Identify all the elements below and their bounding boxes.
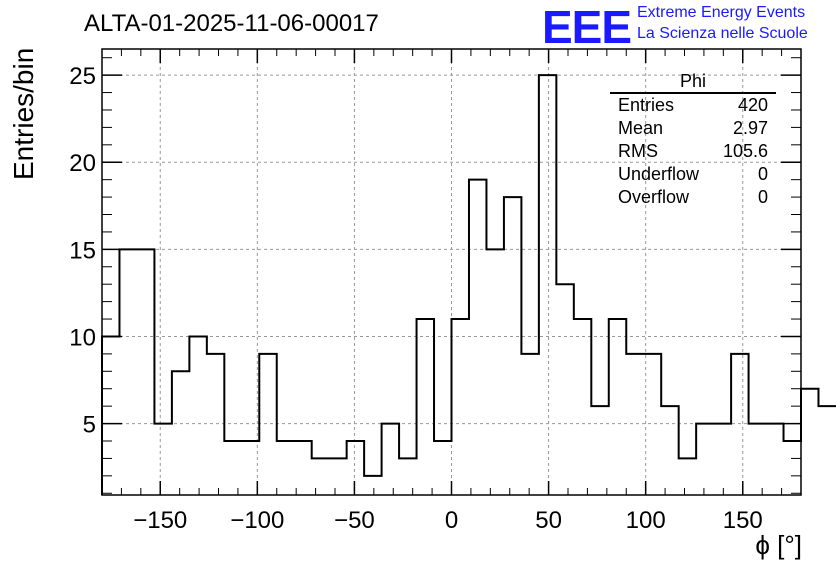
- stats-label: Underflow: [618, 164, 700, 184]
- histogram-bin: [312, 458, 329, 495]
- histogram-bin: [434, 441, 451, 495]
- histogram-bin: [364, 476, 381, 495]
- histogram-bin: [329, 458, 346, 495]
- histogram-bin: [679, 458, 696, 495]
- histogram-bin: [259, 354, 276, 495]
- histogram-bins: [101, 74, 836, 495]
- histogram-bin: [784, 441, 801, 495]
- histogram-bin: [556, 284, 573, 495]
- histogram-bin: [102, 336, 119, 495]
- histogram-bin: [452, 319, 469, 495]
- histogram-bin: [731, 354, 748, 495]
- histogram-bin: [801, 389, 818, 495]
- chart-title: ALTA-01-2025-11-06-00017: [84, 10, 379, 37]
- logo-line-2: La Scienza nelle Scuole: [637, 25, 808, 42]
- histogram-bin: [399, 458, 416, 495]
- stats-label: RMS: [618, 141, 658, 161]
- x-tick-label: 50: [535, 507, 562, 534]
- stats-row-entries: Entries 420: [610, 94, 776, 117]
- histogram-outline: [101, 74, 836, 495]
- stats-value: 0: [757, 187, 768, 207]
- eee-logo: EEE: [542, 1, 632, 53]
- histogram-bin: [504, 197, 521, 495]
- y-tick-label: 25: [69, 63, 96, 90]
- x-axis-label: ϕ [°]: [755, 530, 802, 560]
- stats-row-mean: Mean 2.97: [610, 117, 776, 140]
- histogram-bin: [626, 354, 643, 495]
- histogram-bin: [137, 249, 154, 495]
- y-tick-label: 10: [69, 324, 96, 351]
- histogram-bin: [172, 371, 189, 495]
- x-tick-label: 0: [445, 507, 458, 534]
- stats-row-overflow: Overflow 0: [610, 186, 776, 209]
- stats-value: 0: [757, 164, 768, 184]
- histogram-bin: [591, 406, 608, 495]
- stats-value: 2.97: [732, 118, 768, 138]
- stats-label: Mean: [618, 118, 664, 138]
- histogram-bin: [818, 406, 835, 495]
- histogram-bin: [714, 424, 731, 495]
- y-axis-label: Entries/bin: [8, 47, 39, 180]
- histogram-bin: [417, 319, 434, 495]
- histogram-bin: [749, 424, 766, 495]
- y-tick-label: 20: [69, 150, 96, 177]
- logo-line-1: Extreme Energy Events: [637, 4, 806, 21]
- histogram-bin: [661, 406, 678, 495]
- histogram-bin: [696, 424, 713, 495]
- histogram-bin: [119, 249, 136, 495]
- histogram-bin: [539, 75, 556, 495]
- histogram-bin: [224, 441, 241, 495]
- x-tick-label: −50: [334, 507, 375, 534]
- stats-title: Phi: [610, 70, 776, 94]
- stats-label: Entries: [618, 95, 675, 115]
- histogram-bin: [609, 319, 626, 495]
- x-tick-label: 100: [626, 507, 666, 534]
- histogram-bin: [574, 319, 591, 495]
- histogram-bin: [469, 180, 486, 495]
- histogram-bin: [644, 354, 661, 495]
- stats-box: Phi Entries 420 Mean 2.97 RMS 105.6 Underflow 0…: [610, 70, 776, 209]
- x-tick-label: −150: [133, 507, 187, 534]
- histogram-bin: [766, 424, 783, 495]
- y-tick-label: 15: [69, 237, 96, 264]
- histogram-bin: [486, 249, 503, 495]
- histogram-bin: [294, 441, 311, 495]
- x-tick-label: 150: [723, 507, 763, 534]
- stats-value: 420: [737, 95, 768, 115]
- stats-label: Overflow: [618, 187, 690, 207]
- histogram-bin: [207, 354, 224, 495]
- y-tick-label: 5: [83, 412, 96, 439]
- histogram-bin: [154, 424, 171, 495]
- axis-ticks: −150 −100 −50 0 50 100 150 5 10 15 20 25: [69, 49, 802, 534]
- x-tick-label: −100: [230, 507, 284, 534]
- histogram-bin: [347, 441, 364, 495]
- histogram-bin: [382, 424, 399, 495]
- histogram-bin: [277, 441, 294, 495]
- stats-row-underflow: Underflow 0: [610, 163, 776, 186]
- histogram-bin: [189, 336, 206, 495]
- histogram-bin: [521, 354, 538, 495]
- stats-row-rms: RMS 105.6: [610, 140, 776, 163]
- stats-value: 105.6: [722, 141, 768, 161]
